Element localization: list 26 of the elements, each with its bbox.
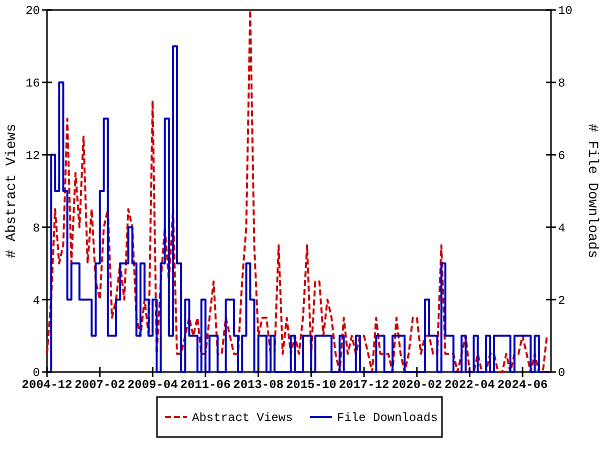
y2-tick-label: 2 (558, 294, 566, 308)
y2-tick-label: 10 (558, 4, 572, 18)
y2-tick-label: 4 (558, 221, 566, 236)
x-tick-label: 2004-12 (22, 378, 72, 392)
x-tick-label: 2024-06 (497, 378, 548, 392)
x-tick-label: 2017-12 (338, 378, 390, 392)
legend-label: Abstract Views (192, 411, 293, 426)
x-tick-label: 2022-04 (444, 378, 495, 392)
y-tick-label: 16 (26, 76, 40, 91)
x-tick-label: 2009-04 (127, 378, 178, 392)
y-tick-label: 0 (32, 366, 40, 380)
y-tick-label: 8 (32, 221, 40, 236)
x-tick-label: 2013-08 (233, 378, 284, 392)
y-tick-label: 12 (26, 149, 40, 163)
y2-axis-title: # File Downloads (584, 124, 600, 258)
y-tick-label: 4 (32, 294, 40, 308)
x-tick-label: 2020-02 (392, 378, 442, 392)
x-tick-label: 2011-06 (180, 378, 231, 392)
x-tick-label: 2007-02 (74, 378, 126, 392)
y2-tick-label: 8 (558, 76, 566, 91)
y-tick-label: 20 (26, 4, 40, 18)
y2-tick-label: 0 (558, 366, 566, 380)
x-tick-label: 2015-10 (286, 378, 336, 392)
y2-tick-label: 6 (558, 149, 566, 163)
legend-label: File Downloads (337, 411, 438, 426)
y-axis-title: # Abstract Views (4, 124, 20, 258)
